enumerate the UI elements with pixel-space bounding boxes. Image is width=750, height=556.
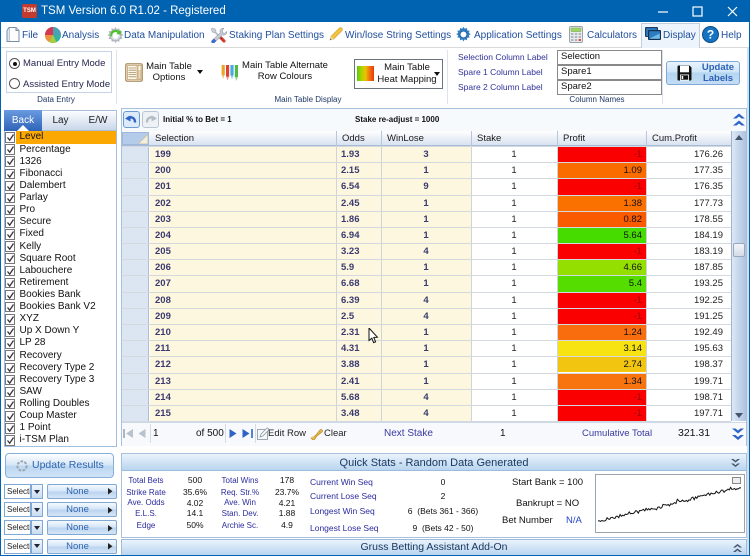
svg-text:?: ?: [707, 28, 714, 42]
